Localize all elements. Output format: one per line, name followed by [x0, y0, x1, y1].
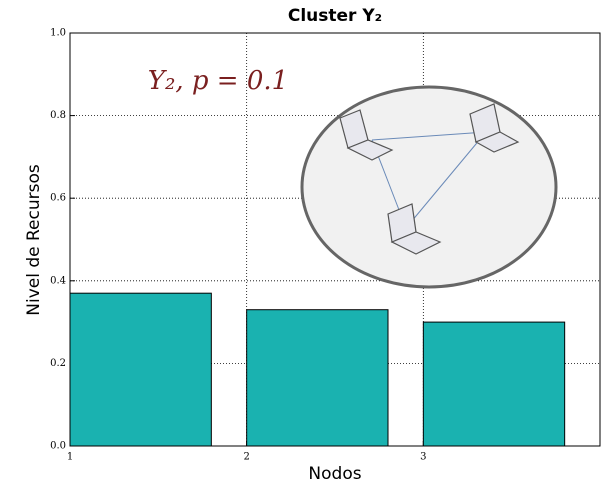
- x-axis-label: Nodos: [308, 464, 361, 484]
- y-tick-label: 0.8: [50, 110, 66, 121]
- y-tick-label: 0.4: [50, 275, 66, 286]
- bar: [247, 310, 388, 446]
- chart-title: Cluster Y₂: [288, 6, 382, 26]
- y-tick-label: 0.0: [50, 441, 66, 452]
- bar: [423, 322, 564, 446]
- y-tick-label: 0.6: [50, 193, 66, 204]
- y-tick-label: 1.0: [50, 28, 66, 39]
- x-tick-label: 3: [420, 452, 426, 463]
- annotation: Y₂, p = 0.1: [148, 66, 288, 96]
- network-illustration: [302, 87, 556, 287]
- bar: [70, 293, 211, 446]
- x-tick-label: 2: [243, 452, 249, 463]
- x-tick-label: 1: [67, 452, 73, 463]
- y-tick-label: 0.2: [50, 358, 66, 369]
- y-axis-label: Nivel de Recursos: [24, 164, 44, 316]
- chart: Cluster Y₂ Nodos Nivel de Recursos 0.0 0.…: [0, 0, 613, 489]
